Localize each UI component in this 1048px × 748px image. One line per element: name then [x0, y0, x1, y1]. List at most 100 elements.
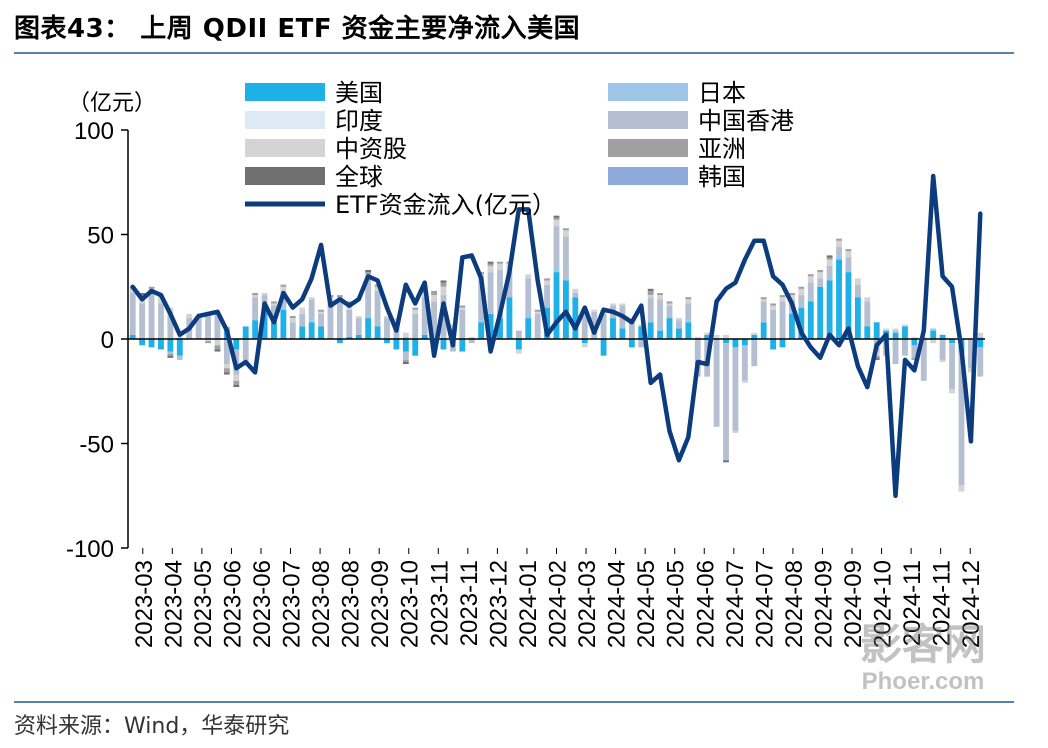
- bar: [289, 318, 296, 323]
- bar: [864, 301, 871, 327]
- bar: [299, 307, 306, 314]
- bar: [685, 299, 692, 304]
- bar: [506, 272, 513, 298]
- bar: [676, 318, 682, 321]
- bar: [789, 313, 795, 339]
- bar: [440, 280, 447, 283]
- bar: [412, 307, 419, 310]
- bar: [892, 330, 899, 333]
- bar: [384, 339, 390, 344]
- bar: [459, 339, 466, 352]
- bar: [515, 330, 522, 339]
- x-tick-label: 2024-07: [751, 560, 778, 648]
- legend-swatch: [245, 167, 325, 185]
- bar: [939, 359, 946, 362]
- bar: [751, 332, 758, 335]
- bar: [515, 349, 522, 354]
- bar: [440, 282, 447, 287]
- x-tick-label: 2024-05: [663, 560, 690, 648]
- bar: [158, 336, 164, 339]
- watermark: 影客网 Phoer.com: [838, 622, 1008, 702]
- bar: [647, 297, 654, 323]
- bar: [939, 339, 946, 360]
- x-tick-label: 2024-11: [929, 560, 956, 646]
- bar: [807, 282, 814, 300]
- bar: [252, 297, 259, 319]
- bar: [318, 326, 324, 339]
- bar: [619, 328, 626, 339]
- bar: [402, 339, 409, 352]
- bar: [751, 341, 758, 367]
- bar: [967, 339, 974, 369]
- x-tick-label: 2023-10: [397, 560, 424, 648]
- bar: [176, 336, 183, 339]
- legend-swatch: [608, 83, 688, 101]
- bar: [459, 305, 466, 308]
- bar: [807, 299, 814, 302]
- bar: [544, 278, 551, 281]
- etf-flow-line: [130, 173, 983, 499]
- bar: [308, 299, 315, 321]
- legend-swatch: [608, 111, 688, 129]
- bar: [751, 334, 758, 339]
- bar: [958, 485, 965, 492]
- bar: [657, 330, 664, 339]
- bar: [412, 313, 419, 339]
- bar: [647, 288, 654, 291]
- bar: [562, 228, 569, 231]
- bar: [779, 339, 786, 348]
- bar: [685, 322, 692, 339]
- chart-title: 图表43： 上周 QDII ETF 资金主要净流入美国: [14, 14, 581, 44]
- bar: [534, 311, 541, 314]
- bar: [723, 334, 729, 339]
- bar: [958, 351, 965, 486]
- bar: [836, 240, 842, 248]
- bar: [760, 322, 767, 339]
- bar: [798, 307, 805, 339]
- bar: [205, 339, 211, 342]
- bar: [129, 334, 136, 339]
- bar: [676, 328, 682, 339]
- bar: [365, 318, 372, 339]
- bar: [497, 270, 503, 317]
- bar: [525, 278, 532, 317]
- bar: [167, 351, 174, 354]
- bar: [779, 295, 786, 298]
- bar: [977, 332, 984, 337]
- x-tick-label: 2024-09: [840, 560, 867, 648]
- watermark-en: Phoer.com: [861, 668, 985, 695]
- bar: [289, 316, 296, 319]
- bar: [280, 284, 287, 287]
- bar: [544, 280, 551, 285]
- bar: [336, 339, 343, 344]
- bar: [854, 284, 861, 298]
- bar: [732, 347, 739, 431]
- bar: [205, 336, 211, 339]
- bar: [826, 257, 833, 260]
- bar: [836, 255, 842, 260]
- bar: [534, 313, 541, 339]
- bar: [148, 339, 155, 348]
- x-tick-label: 2024-03: [574, 560, 601, 648]
- bar: [233, 374, 240, 381]
- bar: [346, 336, 353, 339]
- bar: [911, 345, 918, 358]
- bar: [657, 295, 664, 300]
- bar: [346, 301, 353, 304]
- bar: [497, 318, 503, 339]
- bar: [920, 339, 927, 381]
- bar: [939, 334, 946, 339]
- bar: [553, 215, 560, 218]
- bar: [252, 318, 259, 321]
- bar: [770, 309, 777, 339]
- bar: [459, 307, 466, 310]
- bar: [723, 343, 729, 461]
- bar: [525, 318, 532, 339]
- bar: [468, 336, 475, 339]
- bar: [977, 339, 984, 348]
- bar: [497, 261, 503, 264]
- legend-swatch: [245, 111, 325, 129]
- bar: [741, 339, 748, 346]
- bar: [365, 272, 372, 275]
- bar: [233, 384, 240, 388]
